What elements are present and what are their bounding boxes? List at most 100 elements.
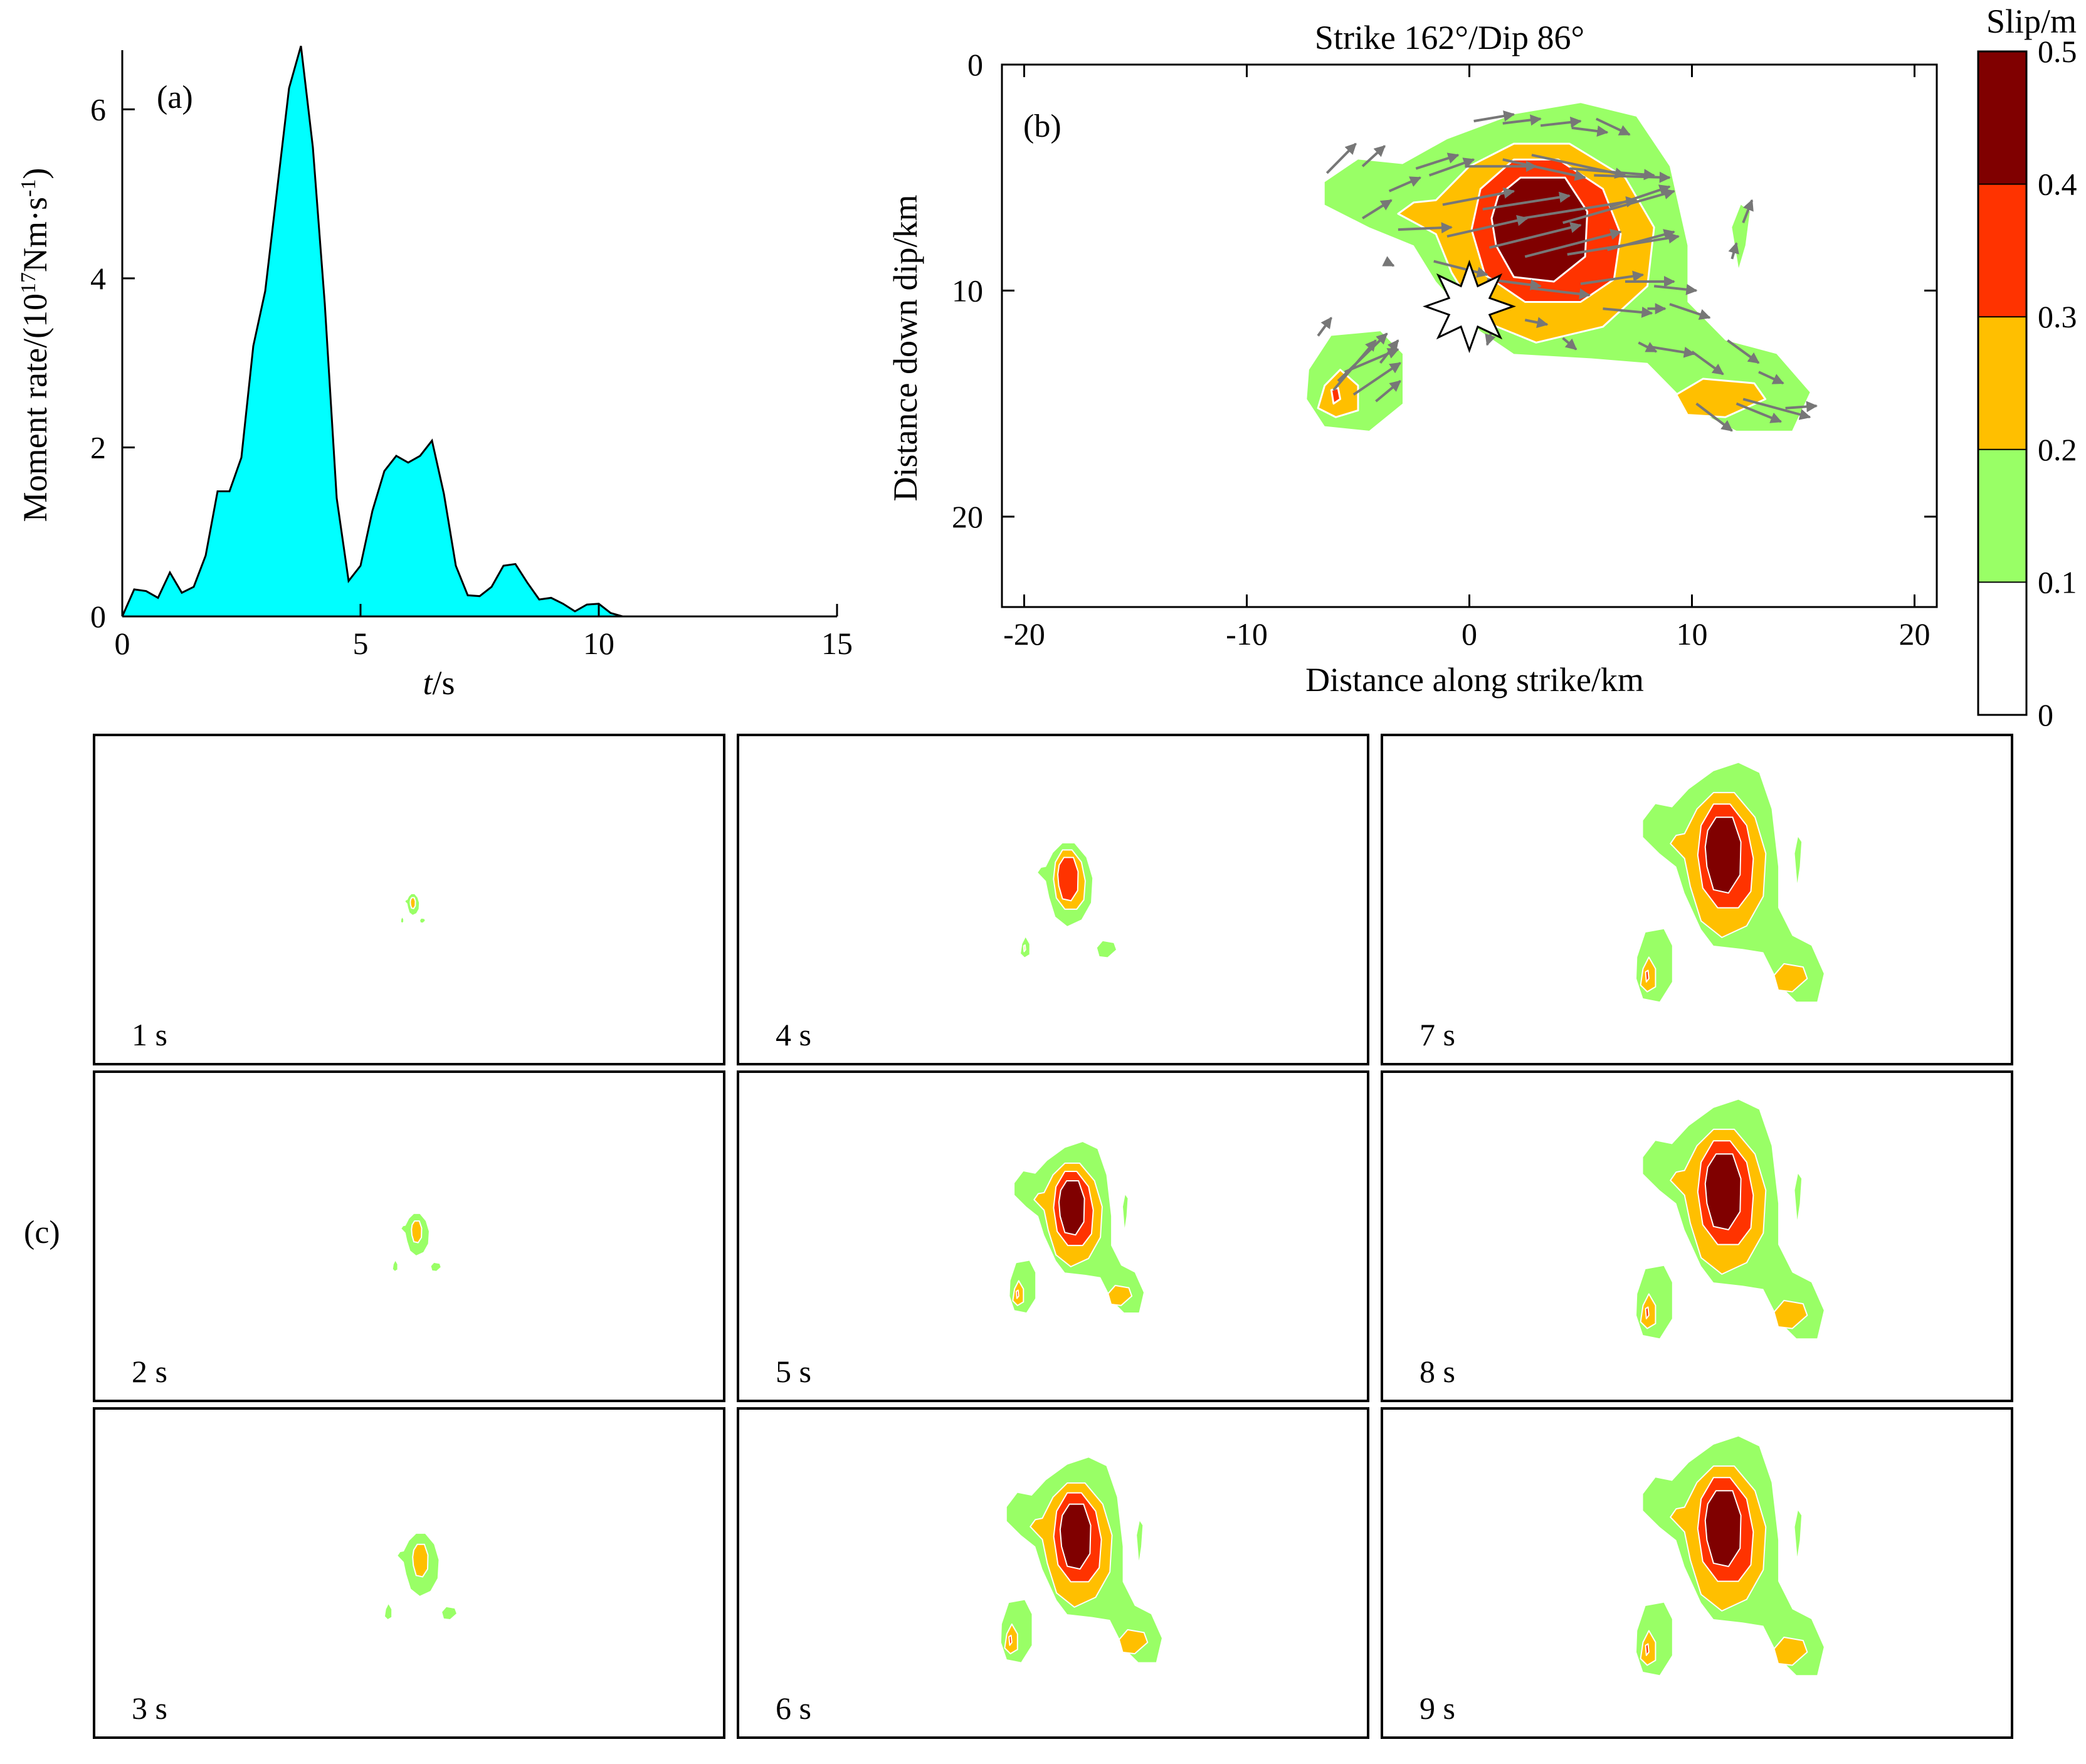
moment-rate-ylabel-exp2: -1: [17, 179, 40, 197]
snapshot-slip-patch: [1645, 1643, 1650, 1656]
slip-x-tick-label: 20: [1899, 616, 1931, 652]
snapshot-frame: [1381, 1407, 2013, 1739]
colorbar-segment: [1978, 317, 2026, 450]
slip-contour-layer: [1307, 103, 1810, 431]
slip-vector-arrow: [1488, 222, 1582, 249]
snapshot-panel: 2 s: [93, 1070, 725, 1402]
slip-y-tick-label: 0: [967, 47, 983, 82]
slip-vector-arrow: [1736, 402, 1783, 423]
slip-vector-arrow: [1398, 222, 1453, 234]
slip-vector-arrow: [1502, 158, 1586, 181]
snapshot-slip-patch: [411, 1220, 423, 1244]
snapshot-time-label: 7 s: [1420, 1017, 1455, 1052]
snapshot-time-label: 3 s: [132, 1691, 167, 1726]
snapshot-slip-layer: [1021, 843, 1116, 958]
slip-vector-arrow: [1727, 339, 1760, 364]
snapshot-panel: 1 s: [93, 734, 725, 1065]
snapshot-panel: 3 s: [93, 1407, 725, 1739]
slip-vector-arrow: [1317, 317, 1333, 337]
snapshot-panel: 8 s: [1381, 1070, 2013, 1402]
panel-a-label: (a): [157, 80, 193, 115]
colorbar-tick-label: 0.2: [2038, 432, 2077, 467]
slip-distribution-panel: -20 -10 0 10 20 0 10 20 Strike 162°/Dip 86° (b)…: [887, 19, 1938, 699]
slip-x-tick-label: -10: [1226, 616, 1268, 652]
snapshot-frame: [1381, 1070, 2013, 1402]
snapshot-slip-patch: [1107, 1284, 1133, 1306]
slip-vector-arrow: [1446, 214, 1529, 238]
snapshot-time-label: 4 s: [776, 1017, 811, 1052]
colorbar-segment: [1978, 582, 2026, 715]
snapshot-frame: [93, 734, 725, 1065]
slip-x-tick-label: 0: [1462, 616, 1477, 652]
moment-rate-area: [122, 46, 646, 617]
slip-vector-arrow: [1603, 307, 1653, 318]
slip-vector-arrow: [1415, 152, 1460, 170]
colorbar-segment: [1978, 184, 2026, 317]
snapshot-panel: 4 s: [737, 734, 1369, 1065]
slip-vector-arrow: [1502, 114, 1542, 126]
slip-x-tick-label: 10: [1677, 616, 1708, 652]
slip-vector-arrow: [1352, 362, 1401, 396]
slip-vector-arrow: [1691, 351, 1724, 376]
rupture-snapshots-panel: (c) 1 s 2 s 3 s 4 s 5 s 6 s 7 s 8 s 9 s: [24, 734, 2013, 1739]
moment-rate-area-layer: [121, 45, 646, 618]
snapshot-slip-patch: [1704, 1153, 1742, 1230]
slip-vector-arrow: [1337, 332, 1388, 383]
snapshot-frame: [737, 734, 1369, 1065]
snapshot-slip-patch: [431, 1262, 441, 1271]
colorbar-segment: [1978, 51, 2026, 184]
snapshot-slip-patch: [1058, 1180, 1085, 1236]
snapshot-slip-layer: [1636, 1099, 1824, 1339]
colorbar-segment: [1978, 449, 2026, 583]
snapshot-time-label: 2 s: [132, 1354, 167, 1389]
slip-vector-arrow: [1482, 191, 1571, 211]
slip-distribution-xlabel: Distance along strike/km: [1305, 661, 1644, 699]
snapshot-panel: 5 s: [737, 1070, 1369, 1402]
slip-vector-arrow: [1742, 398, 1811, 420]
snapshot-slip-patch: [420, 918, 425, 923]
slip-vector-arrow: [1728, 241, 1739, 260]
moment-rate-ylabel: Moment rate/(1017Nm·s-1): [16, 168, 54, 522]
moment-rate-x-tick-label: 15: [821, 626, 853, 661]
slip-vector-arrow: [1562, 337, 1578, 351]
snapshot-frame: [93, 1407, 725, 1739]
slip-x-tick-label: -20: [1003, 616, 1045, 652]
slip-vector-arrow: [1375, 380, 1401, 403]
slip-vector-arrow: [1595, 117, 1631, 136]
moment-rate-y-tick-label: 4: [90, 261, 106, 296]
slip-colorbar: Slip/m 0 0.1 0.2 0.3 0.4 0.5: [1977, 3, 2077, 732]
slip-distribution-ylabel: Distance down dip/km: [887, 195, 924, 502]
snapshot-slip-patch: [1023, 944, 1026, 953]
snapshot-panel: 6 s: [737, 1407, 1369, 1739]
moment-rate-panel: 0 5 10 15 0 2 4 6 (a) t/s Moment rate/(1017Nm·s…: [16, 45, 853, 702]
snapshot-slip-patch: [394, 1264, 396, 1269]
snapshot-frame: [737, 1407, 1369, 1739]
slip-vector-arrow: [1433, 260, 1488, 278]
snapshot-slip-patch: [412, 1543, 429, 1578]
snapshot-slip-patch: [442, 1607, 456, 1619]
snapshot-slip-patch: [1773, 1636, 1808, 1666]
moment-rate-ylabel-main: Moment rate/(10: [16, 293, 54, 522]
slip-vector-arrow: [1362, 199, 1393, 219]
snapshot-slip-patch: [1137, 1521, 1143, 1561]
snapshot-slip-patch: [1704, 816, 1742, 894]
snapshot-slip-patch: [1794, 1510, 1802, 1557]
snapshot-slip-layer: [1001, 1457, 1162, 1662]
snapshot-slip-layer: [392, 1213, 441, 1271]
snapshot-slip-patch: [1645, 969, 1650, 983]
slip-y-tick-label: 10: [952, 273, 983, 308]
snapshot-slip-patch: [1645, 1306, 1650, 1319]
snapshot-panel: 9 s: [1381, 1407, 2013, 1739]
hypocenter-star-layer: [1423, 260, 1516, 354]
slip-vector-arrow: [1562, 188, 1675, 224]
colorbar-title: Slip/m: [1986, 3, 2077, 40]
snapshot-time-label: 1 s: [132, 1017, 167, 1052]
slip-y-tick-label: 20: [952, 499, 983, 534]
moment-rate-x-tick-label: 5: [353, 626, 369, 661]
snapshot-time-label: 9 s: [1420, 1691, 1455, 1726]
snapshot-slip-layer: [1636, 1436, 1824, 1676]
snapshot-slip-patch: [1773, 1299, 1808, 1329]
slip-vector-arrow: [1580, 270, 1645, 285]
slip-vector-arrow: [1524, 317, 1549, 329]
